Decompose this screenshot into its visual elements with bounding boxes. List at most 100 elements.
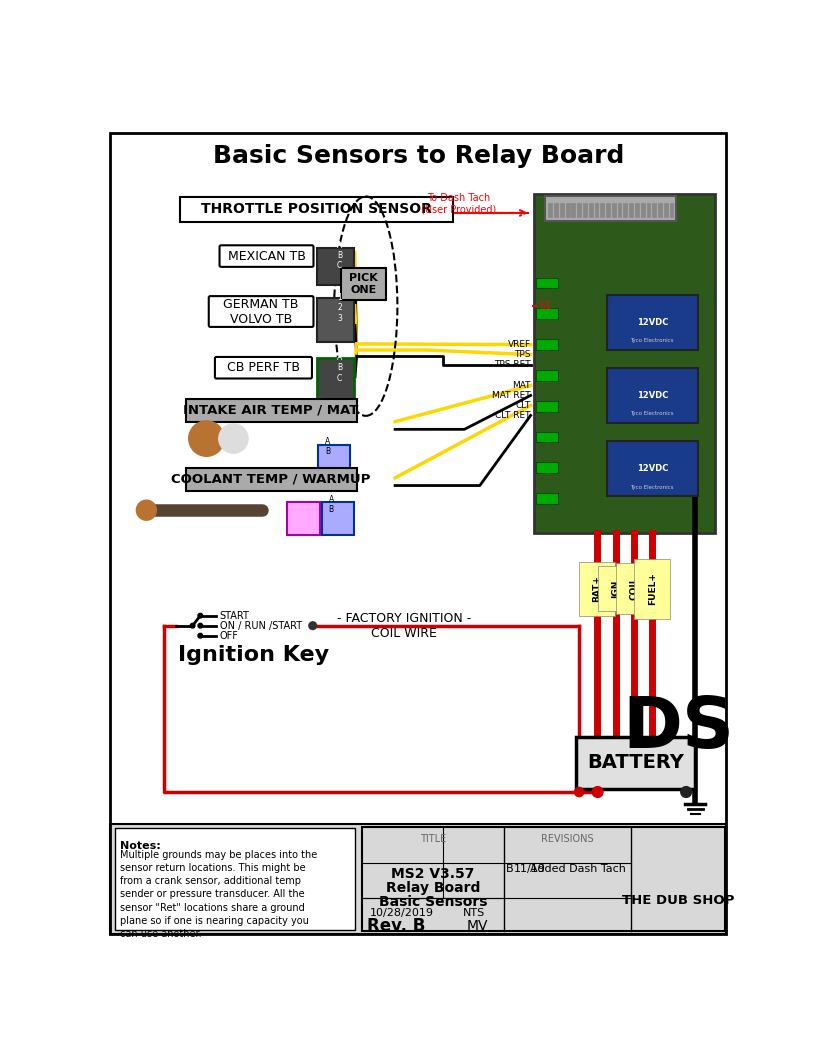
- Bar: [536, 370, 557, 381]
- Bar: [560, 203, 564, 216]
- Text: A
B: A B: [325, 437, 330, 456]
- Bar: [180, 196, 453, 222]
- Circle shape: [136, 501, 157, 521]
- Text: Basic Sensors to Relay Board: Basic Sensors to Relay Board: [212, 144, 624, 168]
- Bar: [618, 203, 622, 216]
- Text: Tyco Electronics: Tyco Electronics: [631, 412, 674, 416]
- Bar: [536, 432, 557, 442]
- Bar: [583, 203, 587, 216]
- Bar: [545, 196, 676, 221]
- Bar: [652, 203, 656, 216]
- Bar: [186, 398, 357, 421]
- Text: DS: DS: [623, 694, 734, 763]
- Text: TPS: TPS: [514, 351, 530, 359]
- FancyBboxPatch shape: [220, 245, 313, 267]
- Text: THROTTLE POSITION SENSOR: THROTTLE POSITION SENSOR: [201, 203, 432, 216]
- Bar: [595, 203, 598, 216]
- Text: ON / RUN /START: ON / RUN /START: [220, 621, 302, 630]
- Bar: [287, 503, 320, 534]
- Text: BAT+: BAT+: [592, 576, 601, 602]
- Text: MEXICAN TB: MEXICAN TB: [228, 249, 305, 263]
- Text: MAT: MAT: [512, 381, 530, 390]
- Bar: [607, 295, 698, 350]
- Bar: [341, 267, 386, 300]
- Text: TITLE: TITLE: [419, 834, 446, 844]
- Text: 11/19: 11/19: [514, 864, 546, 874]
- Bar: [322, 503, 354, 534]
- Text: THE DUB SHOP: THE DUB SHOP: [623, 894, 734, 907]
- Text: START: START: [220, 610, 250, 621]
- Bar: [607, 441, 698, 496]
- Bar: [658, 203, 662, 216]
- Circle shape: [198, 623, 202, 628]
- Text: A
B
C: A B C: [337, 241, 342, 270]
- Bar: [548, 203, 552, 216]
- Text: S1: S1: [539, 301, 552, 312]
- Bar: [606, 203, 610, 216]
- FancyBboxPatch shape: [209, 296, 313, 327]
- Text: - FACTORY IGNITION -
COIL WIRE: - FACTORY IGNITION - COIL WIRE: [337, 611, 472, 640]
- Text: GERMAN TB
VOLVO TB: GERMAN TB VOLVO TB: [224, 298, 299, 325]
- Bar: [536, 308, 557, 319]
- Text: Ignition Key: Ignition Key: [178, 645, 329, 665]
- Bar: [317, 358, 353, 398]
- Text: 1
2
3: 1 2 3: [337, 293, 342, 323]
- Circle shape: [198, 634, 202, 638]
- Bar: [635, 203, 639, 216]
- Text: CLT: CLT: [515, 401, 530, 410]
- Bar: [115, 828, 355, 930]
- Text: BATTERY: BATTERY: [588, 753, 684, 772]
- Text: VREF: VREF: [508, 340, 530, 350]
- Bar: [670, 203, 673, 216]
- Circle shape: [592, 787, 603, 797]
- Bar: [536, 493, 557, 504]
- Text: MAT RET: MAT RET: [492, 391, 530, 400]
- Bar: [536, 339, 557, 350]
- Bar: [601, 203, 604, 216]
- Text: Rev. B: Rev. B: [367, 917, 426, 936]
- Bar: [646, 203, 650, 216]
- Bar: [612, 203, 616, 216]
- Text: MV: MV: [467, 919, 488, 934]
- Bar: [362, 827, 725, 931]
- Circle shape: [188, 421, 224, 456]
- Bar: [534, 194, 715, 533]
- Text: FUEL+: FUEL+: [648, 572, 657, 605]
- Circle shape: [574, 788, 583, 796]
- Text: CLT RET: CLT RET: [495, 411, 530, 420]
- Bar: [623, 203, 628, 216]
- Text: OFF: OFF: [220, 630, 238, 641]
- Text: IGN: IGN: [611, 580, 621, 598]
- Text: 10/28/2019: 10/28/2019: [370, 907, 434, 918]
- Text: Notes:: Notes:: [120, 841, 161, 850]
- Circle shape: [198, 614, 202, 618]
- Text: A
B
C: A B C: [337, 353, 342, 383]
- Text: COOLANT TEMP / WARMUP: COOLANT TEMP / WARMUP: [171, 473, 370, 486]
- Bar: [577, 203, 581, 216]
- FancyBboxPatch shape: [215, 357, 312, 378]
- Text: B: B: [506, 864, 513, 874]
- Text: Relay Board: Relay Board: [386, 882, 480, 895]
- Bar: [576, 737, 695, 789]
- Bar: [317, 298, 353, 342]
- Bar: [565, 203, 570, 216]
- Bar: [571, 203, 575, 216]
- Bar: [317, 248, 353, 285]
- Text: INTAKE AIR TEMP / MAT: INTAKE AIR TEMP / MAT: [184, 403, 359, 416]
- Text: NTS: NTS: [463, 907, 485, 918]
- Bar: [664, 203, 667, 216]
- Text: CB PERF TB: CB PERF TB: [227, 361, 300, 374]
- Text: To Dash Tach
(User Provided): To Dash Tach (User Provided): [420, 193, 496, 214]
- Text: PICK
ONE: PICK ONE: [349, 274, 378, 295]
- Bar: [536, 401, 557, 412]
- Circle shape: [309, 622, 317, 629]
- Bar: [536, 463, 557, 473]
- Circle shape: [681, 787, 691, 797]
- Circle shape: [190, 623, 195, 628]
- Bar: [536, 278, 557, 288]
- Text: Basic Sensors: Basic Sensors: [379, 895, 487, 909]
- Text: TPS RET: TPS RET: [494, 360, 530, 370]
- Text: Tyco Electronics: Tyco Electronics: [631, 485, 674, 490]
- Text: MS2 V3.57: MS2 V3.57: [391, 867, 475, 882]
- Bar: [629, 203, 633, 216]
